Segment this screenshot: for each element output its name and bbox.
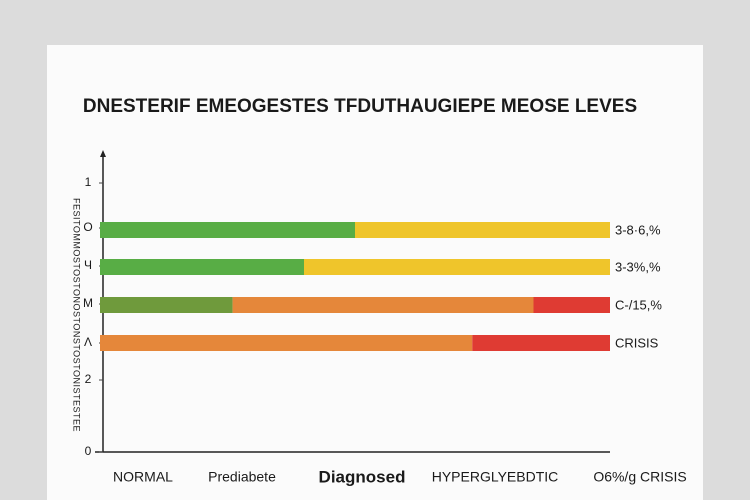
y-tick-label: Ч — [84, 258, 92, 272]
bar-segment — [304, 259, 610, 275]
bar-segment — [100, 222, 355, 238]
bar-segment — [100, 335, 473, 351]
bar-segment — [100, 297, 233, 313]
bar-segment — [533, 297, 610, 313]
bar-end-label: 3-8·6,% — [615, 222, 661, 237]
bar-end-label: C-/15,% — [615, 297, 662, 312]
bar-segment — [355, 222, 610, 238]
x-label: Diagnosed — [319, 467, 406, 486]
chart-title: DNESTERIF EMEOGESTES TFDUTHAUGIEPE MEOSE… — [83, 96, 637, 117]
bar-end-label: CRISIS — [615, 335, 659, 350]
y-tick-label: M — [83, 296, 93, 310]
bar-segment — [472, 335, 610, 351]
bar-end-label: 3-3%,% — [615, 259, 661, 274]
axis-arrow — [100, 150, 106, 157]
x-label: O6%/g CRISIS — [593, 469, 686, 485]
y-tick-label: O — [83, 220, 92, 234]
bar-segment — [232, 297, 534, 313]
y-tick-label: 2 — [85, 372, 92, 386]
x-label: HYPERGLYEBDTIC — [432, 469, 559, 485]
y-tick-label: 0 — [85, 444, 92, 458]
x-label: Prediabete — [208, 469, 276, 485]
x-label: NORMAL — [113, 469, 173, 485]
y-axis-label: FESITOMMOSTOSTONOSTONSTOSTONISTESTEE — [72, 198, 82, 432]
y-tick-label: 1 — [85, 175, 92, 189]
bar-segment — [100, 259, 304, 275]
y-tick-label: Λ — [84, 335, 92, 349]
